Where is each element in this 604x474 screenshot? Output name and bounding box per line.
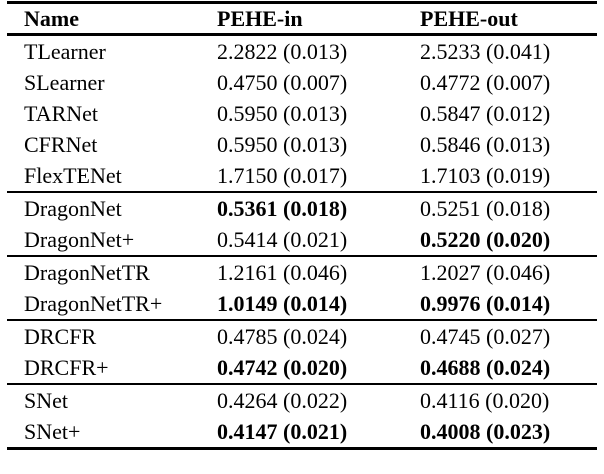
- pehe-in-value: 0.5950 (0.013): [217, 100, 348, 126]
- row-name: DragonNet+: [24, 226, 135, 252]
- pehe-in-value: 0.4147 (0.021): [217, 418, 348, 444]
- row-name: DragonNetTR+: [24, 290, 163, 316]
- table-row: DragonNet+ 0.5414 (0.021) 0.5220 (0.020): [7, 224, 597, 256]
- table-body: TLearner 2.2822 (0.013) 2.5233 (0.041) SLea…: [7, 35, 597, 449]
- pehe-out-value: 0.4008 (0.023): [420, 418, 551, 444]
- row-name: CFRNet: [24, 131, 98, 157]
- pehe-in-value: 1.0149 (0.014): [217, 290, 348, 316]
- pehe-out-value: 0.4745 (0.027): [413, 319, 597, 352]
- pehe-out-value: 0.4772 (0.007): [420, 69, 551, 95]
- row-name: SNet+: [24, 418, 81, 444]
- row-name: SLearner: [24, 69, 105, 95]
- pehe-in-value: 1.2161 (0.046): [210, 255, 413, 288]
- row-name: DragonNet: [7, 191, 210, 224]
- table-row: SLearner 0.4750 (0.007) 0.4772 (0.007): [7, 67, 597, 98]
- pehe-in-value: 0.5361 (0.018): [210, 191, 413, 224]
- pehe-out-value: 0.4116 (0.020): [413, 383, 597, 416]
- row-name: FlexTENet: [24, 162, 122, 188]
- column-header-name: Name: [7, 2, 210, 36]
- pehe-out-value: 0.9976 (0.014): [420, 290, 551, 316]
- table-row: DragonNetTR+ 1.0149 (0.014) 0.9976 (0.014): [7, 288, 597, 320]
- pehe-out-value: 0.5220 (0.020): [420, 226, 551, 252]
- pehe-out-value: 0.5251 (0.018): [413, 191, 597, 224]
- table-row: DRCFR 0.4785 (0.024) 0.4745 (0.027): [7, 319, 597, 352]
- pehe-in-value: 0.5950 (0.013): [217, 131, 348, 157]
- table-row: DragonNet 0.5361 (0.018) 0.5251 (0.018): [7, 191, 597, 224]
- pehe-out-value: 1.7103 (0.019): [420, 162, 551, 188]
- table-row: SNet+ 0.4147 (0.021) 0.4008 (0.023): [7, 416, 597, 449]
- column-header-pehe-out: PEHE-out: [413, 2, 597, 36]
- row-name: DRCFR: [7, 319, 210, 352]
- pehe-in-value: 0.4742 (0.020): [217, 354, 348, 380]
- table-row: DragonNetTR 1.2161 (0.046) 1.2027 (0.046): [7, 255, 597, 288]
- table-header: Name PEHE-in PEHE-out: [7, 2, 597, 36]
- pehe-in-value: 1.7150 (0.017): [217, 162, 348, 188]
- table-row: FlexTENet 1.7150 (0.017) 1.7103 (0.019): [7, 160, 597, 192]
- row-name: SNet: [7, 383, 210, 416]
- table-row: TLearner 2.2822 (0.013) 2.5233 (0.041): [7, 35, 597, 68]
- row-name: TARNet: [24, 100, 99, 126]
- header-row: Name PEHE-in PEHE-out: [7, 2, 597, 36]
- pehe-in-value: 0.4264 (0.022): [210, 383, 413, 416]
- row-name: DragonNetTR: [7, 255, 210, 288]
- row-name: TLearner: [24, 38, 106, 64]
- table-row: SNet 0.4264 (0.022) 0.4116 (0.020): [7, 383, 597, 416]
- pehe-out-value: 1.2027 (0.046): [413, 255, 597, 288]
- pehe-out-value: 2.5233 (0.041): [420, 38, 551, 64]
- pehe-out-value: 0.5847 (0.012): [420, 100, 551, 126]
- row-name: DRCFR+: [24, 354, 109, 380]
- pehe-out-value: 0.4688 (0.024): [420, 354, 551, 380]
- column-header-pehe-in: PEHE-in: [210, 2, 413, 36]
- pehe-in-value: 2.2822 (0.013): [217, 38, 348, 64]
- results-table: Name PEHE-in PEHE-out TLearner 2.2822 (0.…: [7, 1, 597, 450]
- pehe-out-value: 0.5846 (0.013): [420, 131, 551, 157]
- table-row: CFRNet 0.5950 (0.013) 0.5846 (0.013): [7, 129, 597, 160]
- pehe-in-value: 0.4785 (0.024): [210, 319, 413, 352]
- pehe-in-value: 0.5414 (0.021): [217, 226, 348, 252]
- table-row: DRCFR+ 0.4742 (0.020) 0.4688 (0.024): [7, 352, 597, 384]
- table-row: TARNet 0.5950 (0.013) 0.5847 (0.012): [7, 98, 597, 129]
- pehe-in-value: 0.4750 (0.007): [217, 69, 348, 95]
